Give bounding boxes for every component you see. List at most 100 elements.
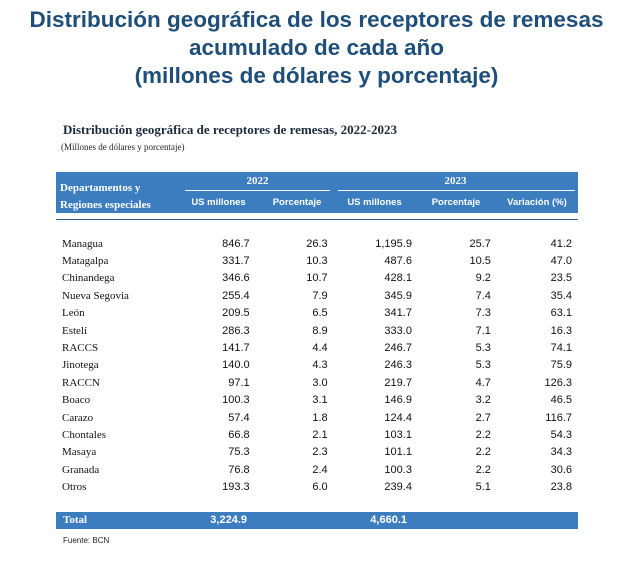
cell-usd-2023: 100.3 xyxy=(384,463,412,476)
cell-usd-2022: 141.7 xyxy=(222,342,250,355)
table-row: Masaya 75.3 2.3 101.1 2.2 34.3 xyxy=(56,444,578,461)
cell-usd-2023: 101.1 xyxy=(384,446,412,459)
table-row: León 209.5 6.5 341.7 7.3 63.1 xyxy=(56,305,578,322)
row-name: Boaco xyxy=(62,394,91,407)
row-name: Nueva Segovia xyxy=(62,289,129,302)
cell-pct-2022: 1.8 xyxy=(312,411,328,424)
cell-pct-2023: 4.7 xyxy=(475,376,491,389)
header-underline xyxy=(56,219,578,220)
table-row: Estelí 286.3 8.9 333.0 7.1 16.3 xyxy=(56,322,578,339)
header-col-variation: Variación (%) xyxy=(507,197,567,208)
row-name: Estelí xyxy=(62,324,88,337)
main-title: Distribución geográfica de los receptore… xyxy=(0,6,633,90)
cell-pct-2022: 26.3 xyxy=(306,237,328,250)
cell-pct-2023: 7.3 xyxy=(475,307,491,320)
cell-pct-2023: 7.1 xyxy=(475,324,491,337)
table-row: RACCN 97.1 3.0 219.7 4.7 126.3 xyxy=(56,374,578,391)
table-row: Jinotega 140.0 4.3 246.3 5.3 75.9 xyxy=(56,357,578,374)
row-name: Otros xyxy=(62,481,87,494)
table-row: Chontales 66.8 2.1 103.1 2.2 54.3 xyxy=(56,426,578,443)
cell-pct-2022: 6.5 xyxy=(312,307,328,320)
cell-pct-2022: 2.3 xyxy=(312,446,328,459)
cell-pct-2022: 4.4 xyxy=(312,342,328,355)
table-title: Distribución geográfica de receptores de… xyxy=(63,122,397,137)
cell-usd-2023: 1,195.9 xyxy=(375,237,412,250)
row-name: Chontales xyxy=(62,428,106,441)
table-row: Carazo 57.4 1.8 124.4 2.7 116.7 xyxy=(56,409,578,426)
data-table: Managua 846.7 26.3 1,195.9 25.7 41.2 Matagalpa… xyxy=(56,235,578,496)
header-col-usd-2022: US millones xyxy=(191,197,246,208)
row-name: Masaya xyxy=(62,446,97,459)
total-usd-2022: 3,224.9 xyxy=(210,514,247,526)
table-row: Nueva Segovia 255.4 7.9 345.9 7.4 35.4 xyxy=(56,287,578,304)
cell-pct-2023: 9.2 xyxy=(475,272,491,285)
header-region-label: Departamentos y Regiones especiales xyxy=(60,180,151,214)
cell-pct-2023: 5.3 xyxy=(475,342,491,355)
cell-pct-2023: 5.1 xyxy=(475,481,491,494)
cell-usd-2022: 193.3 xyxy=(222,481,250,494)
cell-variation: 47.0 xyxy=(550,255,572,268)
cell-variation: 116.7 xyxy=(545,411,572,424)
cell-variation: 126.3 xyxy=(544,376,572,389)
header-region-label-line-2: Regiones especiales xyxy=(60,199,151,211)
main-title-line-1: Distribución geográfica de los receptore… xyxy=(29,7,604,32)
cell-pct-2022: 6.0 xyxy=(312,481,328,494)
cell-usd-2022: 75.3 xyxy=(228,446,250,459)
row-name: Granada xyxy=(62,463,100,476)
cell-usd-2023: 487.6 xyxy=(384,255,412,268)
cell-pct-2023: 25.7 xyxy=(469,237,491,250)
cell-usd-2022: 140.0 xyxy=(222,359,250,372)
source-note: Fuente: BCN xyxy=(63,536,110,545)
cell-variation: 23.8 xyxy=(550,481,572,494)
header-divider-2023 xyxy=(338,190,575,191)
cell-usd-2023: 428.1 xyxy=(384,272,412,285)
cell-usd-2023: 103.1 xyxy=(384,428,412,441)
row-name: RACCS xyxy=(62,342,99,355)
cell-pct-2023: 5.3 xyxy=(475,359,491,372)
cell-usd-2022: 346.6 xyxy=(222,272,250,285)
cell-usd-2022: 209.5 xyxy=(222,307,250,320)
cell-usd-2023: 341.7 xyxy=(384,307,412,320)
row-name: Matagalpa xyxy=(62,255,109,268)
total-row xyxy=(56,512,578,529)
table-header xyxy=(56,172,578,213)
cell-usd-2023: 246.3 xyxy=(384,359,412,372)
cell-pct-2022: 2.4 xyxy=(312,463,328,476)
cell-variation: 75.9 xyxy=(550,359,572,372)
table-row: RACCS 141.7 4.4 246.7 5.3 74.1 xyxy=(56,339,578,356)
cell-pct-2023: 2.2 xyxy=(475,446,491,459)
cell-pct-2022: 3.1 xyxy=(312,394,328,407)
row-name: Managua xyxy=(62,237,103,250)
header-col-pct-2023: Porcentaje xyxy=(431,197,481,208)
cell-pct-2023: 10.5 xyxy=(469,255,491,268)
cell-usd-2022: 57.4 xyxy=(228,411,250,424)
cell-usd-2022: 846.7 xyxy=(222,237,250,250)
cell-variation: 23.5 xyxy=(550,272,572,285)
cell-pct-2022: 4.3 xyxy=(312,359,328,372)
cell-variation: 46.5 xyxy=(550,394,572,407)
cell-variation: 30.6 xyxy=(550,463,572,476)
cell-usd-2022: 286.3 xyxy=(222,324,250,337)
header-year-2022: 2022 xyxy=(246,175,269,187)
cell-variation: 16.3 xyxy=(550,324,572,337)
cell-pct-2023: 7.4 xyxy=(475,289,491,302)
cell-usd-2022: 255.4 xyxy=(222,289,250,302)
row-name: Chinandega xyxy=(62,272,115,285)
cell-usd-2023: 146.9 xyxy=(384,394,412,407)
main-title-line-3: (millones de dólares y porcentaje) xyxy=(134,63,499,88)
table-row: Chinandega 346.6 10.7 428.1 9.2 23.5 xyxy=(56,270,578,287)
header-year-2023: 2023 xyxy=(444,175,467,187)
total-usd-2023: 4,660.1 xyxy=(370,514,407,526)
cell-usd-2023: 124.4 xyxy=(384,411,412,424)
table-row: Otros 193.3 6.0 239.4 5.1 23.8 xyxy=(56,478,578,495)
cell-pct-2023: 2.2 xyxy=(475,428,491,441)
row-name: Carazo xyxy=(62,411,94,424)
table-row: Managua 846.7 26.3 1,195.9 25.7 41.2 xyxy=(56,235,578,252)
cell-variation: 34.3 xyxy=(550,446,572,459)
cell-usd-2022: 331.7 xyxy=(222,255,250,268)
cell-usd-2023: 219.7 xyxy=(384,376,412,389)
main-title-line-2: acumulado de cada año xyxy=(188,35,445,60)
cell-usd-2023: 333.0 xyxy=(384,324,412,337)
cell-variation: 54.3 xyxy=(550,428,572,441)
cell-pct-2023: 2.7 xyxy=(475,411,491,424)
